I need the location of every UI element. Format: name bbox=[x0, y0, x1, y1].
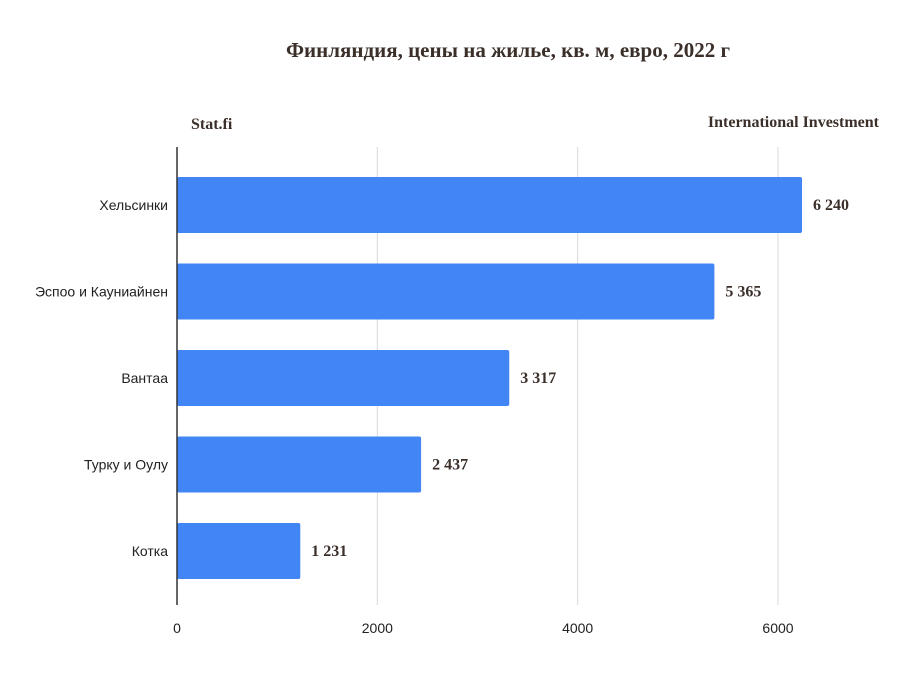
data-label: 5 365 bbox=[725, 284, 761, 301]
category-label: Хельсинки bbox=[99, 197, 168, 213]
x-tick-label: 0 bbox=[173, 620, 181, 636]
chart-title: Финляндия, цены на жилье, кв. м, евро, 2… bbox=[286, 38, 730, 62]
x-tick-label: 6000 bbox=[762, 620, 793, 636]
bar bbox=[177, 263, 715, 320]
source-label-left: Stat.fi bbox=[191, 116, 233, 133]
data-label: 1 231 bbox=[311, 543, 347, 560]
data-label: 6 240 bbox=[813, 197, 849, 214]
category-label: Вантаа bbox=[121, 370, 168, 386]
bar bbox=[177, 436, 422, 493]
category-label: Котка bbox=[132, 543, 168, 559]
source-label-right: International Investment bbox=[707, 114, 879, 131]
bar bbox=[177, 350, 510, 406]
data-label: 2 437 bbox=[432, 457, 468, 474]
x-tick-label: 4000 bbox=[562, 620, 593, 636]
bar bbox=[177, 523, 301, 579]
category-label: Турку и Оулу bbox=[84, 457, 168, 473]
x-tick-label: 2000 bbox=[362, 620, 393, 636]
data-label: 3 317 bbox=[520, 370, 556, 387]
category-label: Эспоо и Кауниайнен bbox=[35, 284, 168, 300]
bar bbox=[177, 177, 803, 233]
